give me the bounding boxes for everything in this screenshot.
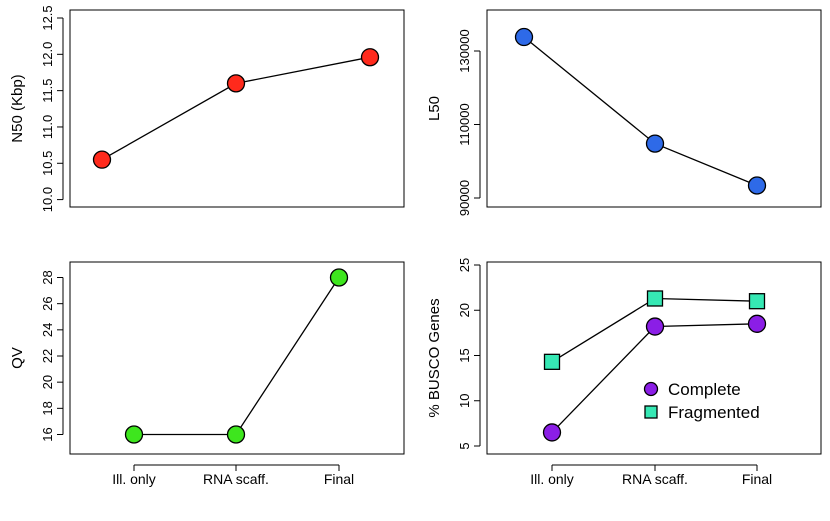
data-point-n50 bbox=[92, 150, 112, 169]
legend: Complete Fragmented bbox=[643, 380, 760, 422]
y-tick-label: 26 bbox=[40, 296, 55, 310]
y-tick-label: 16 bbox=[40, 427, 55, 441]
y-axis-label: QV bbox=[9, 347, 26, 369]
legend-swatch-complete bbox=[643, 381, 659, 397]
data-point-qv bbox=[226, 425, 246, 444]
data-point-qv bbox=[329, 268, 349, 287]
plot-frame bbox=[486, 261, 822, 455]
data-point-complete bbox=[645, 317, 665, 336]
y-tick-label: 90000 bbox=[457, 180, 472, 216]
panel-busco: 5 10 15 20 25 % BUSCO Genes Ill. only RNA scaff… bbox=[426, 258, 822, 487]
y-tick-label: 18 bbox=[40, 401, 55, 415]
x-tick-label: Ill. only bbox=[112, 471, 156, 487]
y-tick-label: 20 bbox=[457, 303, 472, 317]
y-axis-label: % BUSCO Genes bbox=[426, 298, 443, 417]
data-point-complete bbox=[542, 423, 562, 442]
y-tick-label: 20 bbox=[40, 375, 55, 389]
y-tick-label: 110000 bbox=[457, 103, 472, 145]
data-point-l50 bbox=[747, 176, 767, 195]
y-tick-label: 11.0 bbox=[40, 115, 55, 139]
series-line-l50 bbox=[523, 36, 758, 187]
panel-n50: 10.0 10.5 11.0 11.5 12.0 12.5 N50 (Kbp) bbox=[9, 5, 405, 212]
x-tick-label: Ill. only bbox=[530, 471, 574, 487]
y-tick-label: 22 bbox=[40, 349, 55, 363]
y-tick-label: 12.5 bbox=[40, 5, 55, 30]
y-tick-label: 15 bbox=[457, 348, 472, 362]
x-tick-label: Final bbox=[324, 471, 354, 487]
data-point-qv bbox=[124, 425, 144, 444]
x-tick-label: RNA scaff. bbox=[622, 471, 688, 487]
y-tick-label: 130000 bbox=[457, 29, 472, 72]
y-tick-label: 10 bbox=[457, 394, 472, 408]
data-point-complete bbox=[747, 314, 767, 333]
y-tick-label: 12.0 bbox=[40, 42, 55, 67]
data-point-fragmented bbox=[748, 293, 766, 310]
plot-frame bbox=[69, 9, 405, 208]
y-tick-label: 28 bbox=[40, 270, 55, 284]
data-point-l50 bbox=[645, 134, 665, 153]
y-tick-label: 25 bbox=[457, 258, 472, 272]
panel-l50: 90000 110000 130000 L50 bbox=[426, 9, 822, 216]
x-tick-label: Final bbox=[742, 471, 772, 487]
series-line-n50 bbox=[101, 56, 371, 161]
y-tick-label: 24 bbox=[40, 323, 55, 337]
y-axis-label: N50 (Kbp) bbox=[9, 74, 26, 142]
y-tick-label: 10.5 bbox=[40, 151, 55, 176]
y-tick-label: 11.5 bbox=[40, 78, 55, 102]
x-tick-label: RNA scaff. bbox=[203, 471, 269, 487]
data-point-fragmented bbox=[646, 290, 664, 307]
data-point-n50 bbox=[360, 48, 380, 67]
series-line-qv bbox=[134, 277, 340, 436]
legend-label-complete: Complete bbox=[668, 380, 741, 399]
plot-frame bbox=[69, 261, 405, 455]
panel-qv: 16 18 20 22 24 26 28 QV Ill. only RNA scaff. Final bbox=[9, 261, 405, 487]
legend-label-fragmented: Fragmented bbox=[668, 403, 760, 422]
plot-frame bbox=[486, 9, 822, 208]
data-point-l50 bbox=[514, 27, 534, 47]
legend-swatch-fragmented bbox=[644, 405, 658, 419]
data-point-fragmented bbox=[543, 353, 561, 370]
y-axis-label: L50 bbox=[426, 96, 443, 121]
y-tick-label: 5 bbox=[457, 442, 472, 449]
data-point-n50 bbox=[226, 74, 246, 93]
y-tick-label: 10.0 bbox=[40, 187, 55, 212]
